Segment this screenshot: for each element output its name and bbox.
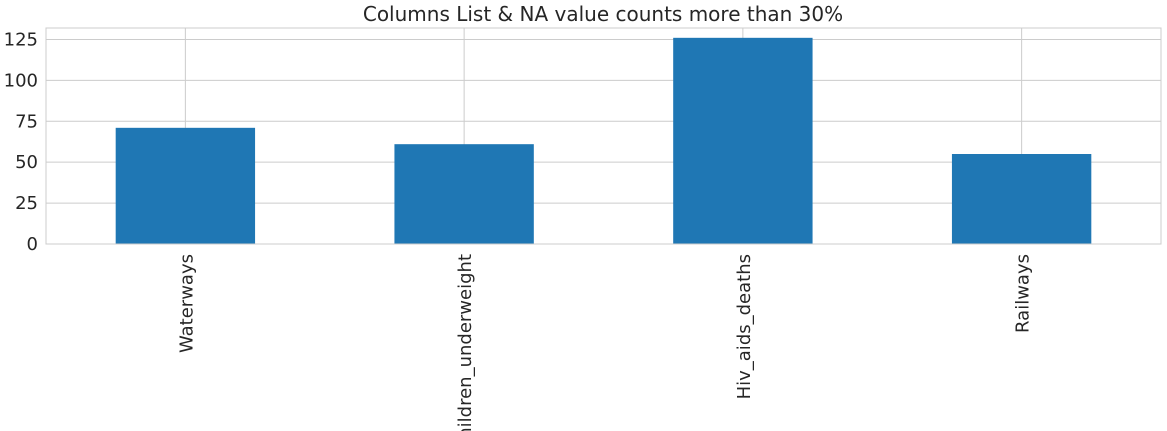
x-tick-label: Waterways — [176, 254, 197, 353]
y-axis-tick-labels: 0 25 50 75 100 125 — [4, 29, 38, 255]
y-tick-label: 125 — [4, 29, 38, 50]
bar-waterways — [115, 127, 256, 244]
bar-children-underweight — [394, 144, 534, 244]
bar-railways — [951, 154, 1092, 244]
chart-title: Columns List & NA value counts more than… — [363, 2, 843, 26]
x-tick-label: Railways — [1013, 254, 1034, 333]
x-tick-label: Hiv_aids_deaths — [734, 254, 755, 399]
x-axis-tick-labels: Waterways Children_underweight Hiv_aids_de… — [176, 254, 1033, 431]
y-tick-label: 50 — [15, 152, 38, 173]
y-tick-label: 75 — [15, 111, 38, 132]
x-tick-label: Children_underweight — [455, 254, 476, 431]
bar-layer — [115, 37, 1092, 245]
y-tick-label: 0 — [27, 234, 38, 255]
plot-frame — [45, 27, 1162, 245]
y-tick-label: 100 — [4, 70, 38, 91]
bar-hiv-aids-deaths — [673, 37, 813, 245]
y-tick-label: 25 — [15, 193, 38, 214]
